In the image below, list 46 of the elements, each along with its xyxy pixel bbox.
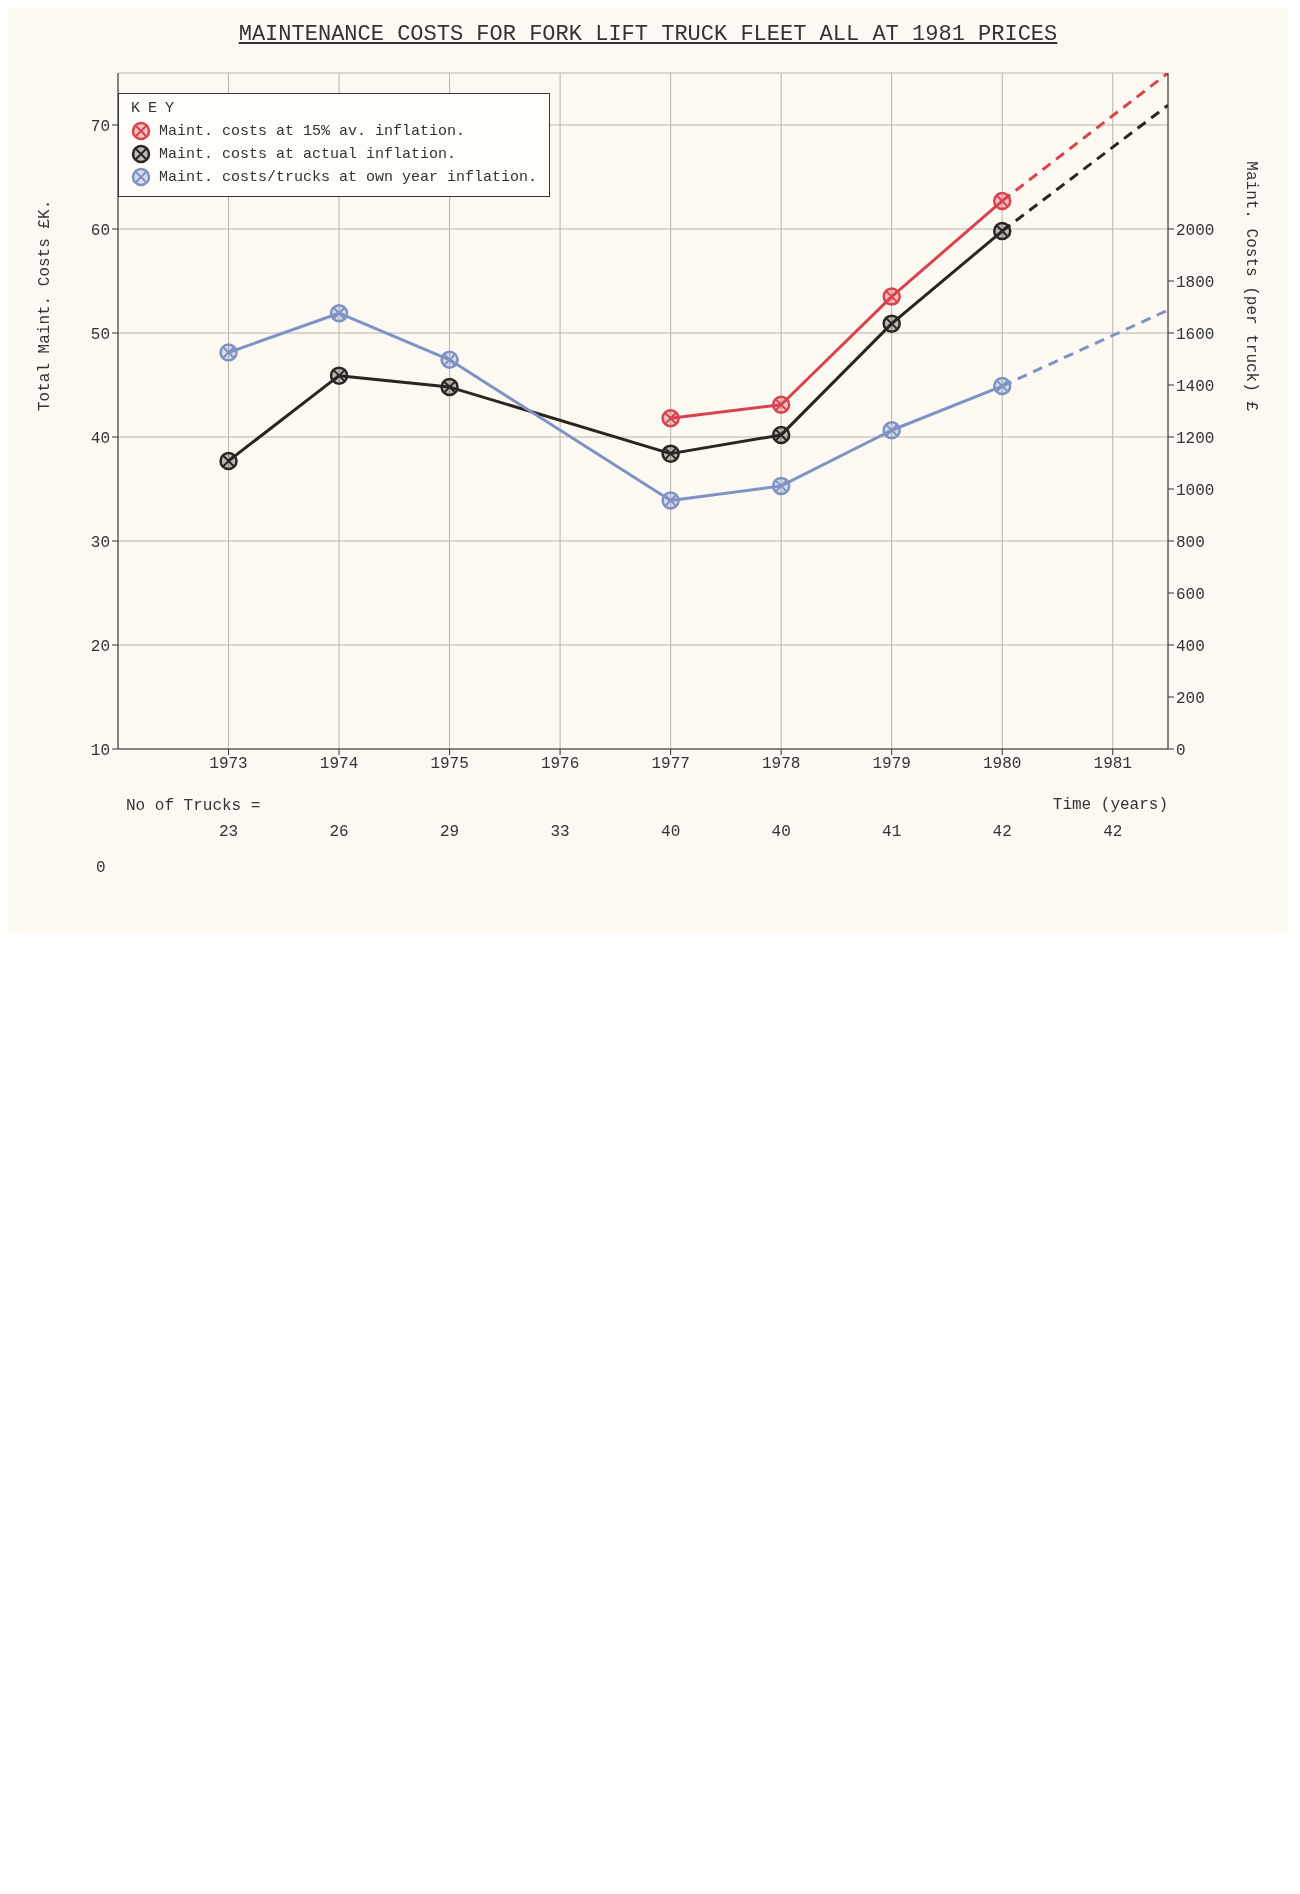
chart-title: MAINTENANCE COSTS FOR FORK LIFT TRUCK FLEET ALL AT 1981 PRICES xyxy=(237,21,1059,49)
y-tick-label: 60 xyxy=(90,221,110,240)
x-tick-label: 1974 xyxy=(319,755,359,774)
text: 41 xyxy=(880,823,904,841)
legend-label: Maint. costs at 15% av. inflation. xyxy=(159,122,466,140)
x-tick-label: 1973 xyxy=(209,755,248,774)
y2-tick-label: 2000 xyxy=(1176,221,1215,240)
legend-title: KEY xyxy=(131,100,183,117)
y-tick-label: 10 xyxy=(90,741,110,760)
y2-tick-label: 800 xyxy=(1176,533,1205,552)
x-tick-label: 1978 xyxy=(761,755,801,774)
x-tick-label: 1980 xyxy=(983,755,1022,774)
y2-tick-label: 600 xyxy=(1176,585,1205,604)
y-tick-label: 50 xyxy=(90,325,110,344)
y-axis-title: Total Maint. Costs £K. xyxy=(35,199,54,411)
x-tick-label: 1979 xyxy=(872,755,911,774)
y-tick-label: 70 xyxy=(90,117,110,136)
x-tick-label: 1977 xyxy=(651,755,690,774)
legend-label: Maint. costs/trucks at own year inflation. xyxy=(159,168,538,186)
y-tick-label: 40 xyxy=(90,429,110,448)
text: 40 xyxy=(659,823,683,841)
y2-axis-title: Maint. Costs (per truck) £ xyxy=(1242,161,1261,412)
text: 29 xyxy=(437,823,462,841)
text: 33 xyxy=(548,823,572,841)
text: 26 xyxy=(327,823,351,841)
text: 42 xyxy=(990,823,1014,841)
y2-tick-label: 1800 xyxy=(1176,273,1215,292)
x-tick-label: 1981 xyxy=(1093,755,1132,774)
x-tick-label: 1975 xyxy=(430,755,469,774)
y2-tick-label: 400 xyxy=(1176,637,1205,656)
x-axis-title: Time (years) xyxy=(1052,796,1168,814)
x-tick-label: 1976 xyxy=(540,755,580,774)
y2-tick-label: 1200 xyxy=(1176,429,1215,448)
text: 42 xyxy=(1101,823,1125,841)
text: 40 xyxy=(769,823,793,841)
y-tick-label: 30 xyxy=(90,533,110,552)
y-tick-label: 20 xyxy=(90,637,110,656)
legend-label: Maint. costs at actual inflation. xyxy=(159,145,457,163)
y2-tick-label: 0 xyxy=(1176,741,1186,760)
text: 0 xyxy=(96,859,106,877)
y2-tick-label: 1600 xyxy=(1176,325,1215,344)
y2-tick-label: 200 xyxy=(1176,689,1205,708)
text: No of Trucks = xyxy=(126,797,261,815)
text: 23 xyxy=(216,823,241,841)
y2-tick-label: 1400 xyxy=(1176,377,1215,396)
y2-tick-label: 1000 xyxy=(1176,481,1215,500)
